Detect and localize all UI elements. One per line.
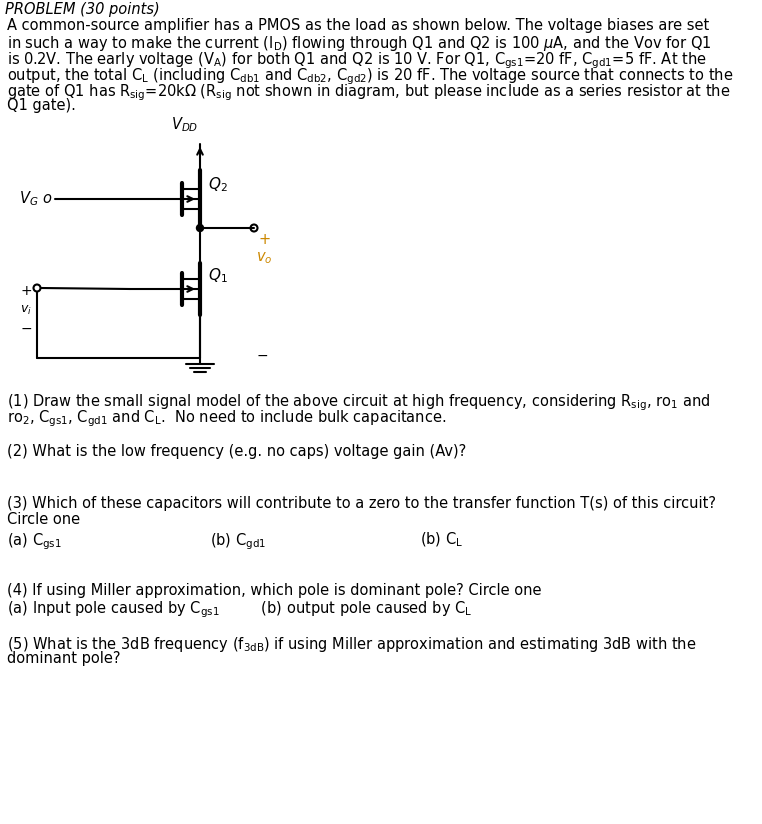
Text: (a) C$_\mathrm{gs1}$: (a) C$_\mathrm{gs1}$ bbox=[7, 531, 62, 551]
Text: is 0.2V. The early voltage (V$_\mathrm{A}$) for both Q1 and Q2 is 10 V. For Q1, : is 0.2V. The early voltage (V$_\mathrm{A… bbox=[7, 50, 706, 71]
Text: in such a way to make the current (I$_\mathrm{D}$) flowing through Q1 and Q2 is : in such a way to make the current (I$_\m… bbox=[7, 34, 712, 53]
Text: (a) Input pole caused by C$_\mathrm{gs1}$         (b) output pole caused by C$_\: (a) Input pole caused by C$_\mathrm{gs1}… bbox=[7, 599, 472, 620]
Circle shape bbox=[197, 224, 203, 232]
Text: $v_o$: $v_o$ bbox=[256, 250, 273, 265]
Text: (b) C$_\mathrm{L}$: (b) C$_\mathrm{L}$ bbox=[420, 531, 463, 550]
Text: $V_{DD}$: $V_{DD}$ bbox=[171, 115, 199, 134]
Text: (1) Draw the small signal model of the above circuit at high frequency, consider: (1) Draw the small signal model of the a… bbox=[7, 392, 710, 413]
Text: output, the total C$_\mathrm{L}$ (including C$_\mathrm{db1}$ and C$_\mathrm{db2}: output, the total C$_\mathrm{L}$ (includ… bbox=[7, 66, 734, 87]
Text: Circle one: Circle one bbox=[7, 512, 80, 527]
Text: $v_i$: $v_i$ bbox=[21, 304, 32, 317]
Text: (3) Which of these capacitors will contribute to a zero to the transfer function: (3) Which of these capacitors will contr… bbox=[7, 496, 716, 511]
Text: $Q_1$: $Q_1$ bbox=[208, 266, 228, 285]
Text: $-$: $-$ bbox=[20, 321, 32, 335]
Text: gate of Q1 has R$_\mathrm{sig}$=20k$\Omega$ (R$_\mathrm{sig}$ not shown in diagr: gate of Q1 has R$_\mathrm{sig}$=20k$\Ome… bbox=[7, 82, 730, 103]
Text: $V_G$ o: $V_G$ o bbox=[19, 190, 52, 208]
Text: Q1 gate).: Q1 gate). bbox=[7, 98, 76, 113]
Text: A common-source amplifier has a PMOS as the load as shown below. The voltage bia: A common-source amplifier has a PMOS as … bbox=[7, 18, 709, 33]
Text: $-$: $-$ bbox=[256, 348, 268, 362]
Text: PROBLEM (30 points): PROBLEM (30 points) bbox=[5, 2, 160, 17]
Text: (4) If using Miller approximation, which pole is dominant pole? Circle one: (4) If using Miller approximation, which… bbox=[7, 583, 542, 598]
Text: dominant pole?: dominant pole? bbox=[7, 651, 120, 666]
Text: +: + bbox=[258, 232, 270, 247]
Text: +: + bbox=[21, 284, 32, 298]
Text: $Q_2$: $Q_2$ bbox=[208, 175, 228, 194]
Text: (2) What is the low frequency (e.g. no caps) voltage gain (Av)?: (2) What is the low frequency (e.g. no c… bbox=[7, 444, 466, 459]
Text: ro$_2$, C$_\mathrm{gs1}$, C$_\mathrm{gd1}$ and C$_\mathrm{L}$.  No need to inclu: ro$_2$, C$_\mathrm{gs1}$, C$_\mathrm{gd1… bbox=[7, 408, 447, 428]
Text: (5) What is the 3dB frequency (f$_\mathrm{3dB}$) if using Miller approximation a: (5) What is the 3dB frequency (f$_\mathr… bbox=[7, 635, 696, 654]
Text: (b) C$_\mathrm{gd1}$: (b) C$_\mathrm{gd1}$ bbox=[210, 531, 266, 551]
